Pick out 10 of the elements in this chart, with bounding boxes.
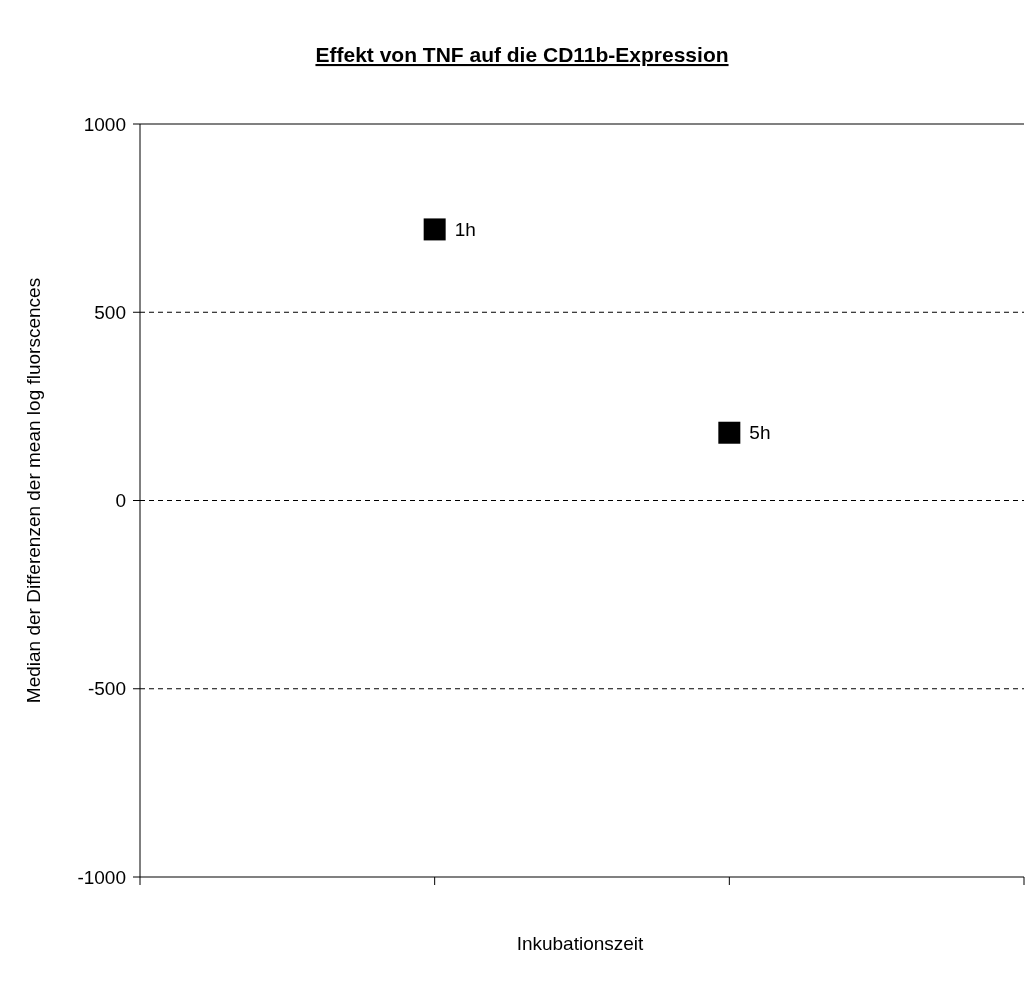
y-tick-label: 0 xyxy=(115,490,126,512)
y-tick-label: -1000 xyxy=(77,866,126,888)
annotation: 1h xyxy=(454,219,476,241)
annotation: 5h xyxy=(749,422,771,444)
chart-title: Effekt von TNF auf die CD11b-Expression xyxy=(315,43,729,66)
y-tick-label: 1000 xyxy=(83,113,126,135)
x-axis-title: Inkubationszeit xyxy=(516,933,645,954)
y-tick-label: 500 xyxy=(94,301,126,323)
y-tick-label: -500 xyxy=(87,678,126,700)
y-axis-title: Median der Differenzen der mean log fluorscences xyxy=(23,277,44,704)
